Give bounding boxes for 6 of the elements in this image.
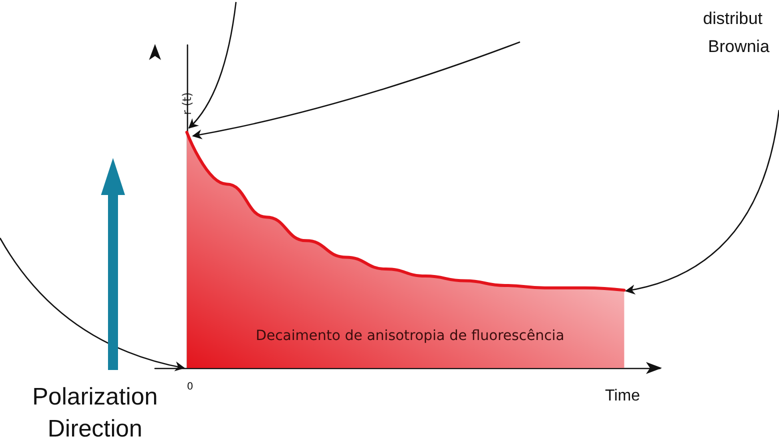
- text: distribut: [703, 9, 763, 28]
- text: Brownia: [708, 37, 770, 56]
- annotation: Decaimento de anisotropia de fluorescência: [256, 328, 564, 344]
- text: 0: [186, 382, 194, 392]
- text: Polarization Direction: [32, 384, 158, 442]
- x-axis-title: Time: [605, 388, 640, 404]
